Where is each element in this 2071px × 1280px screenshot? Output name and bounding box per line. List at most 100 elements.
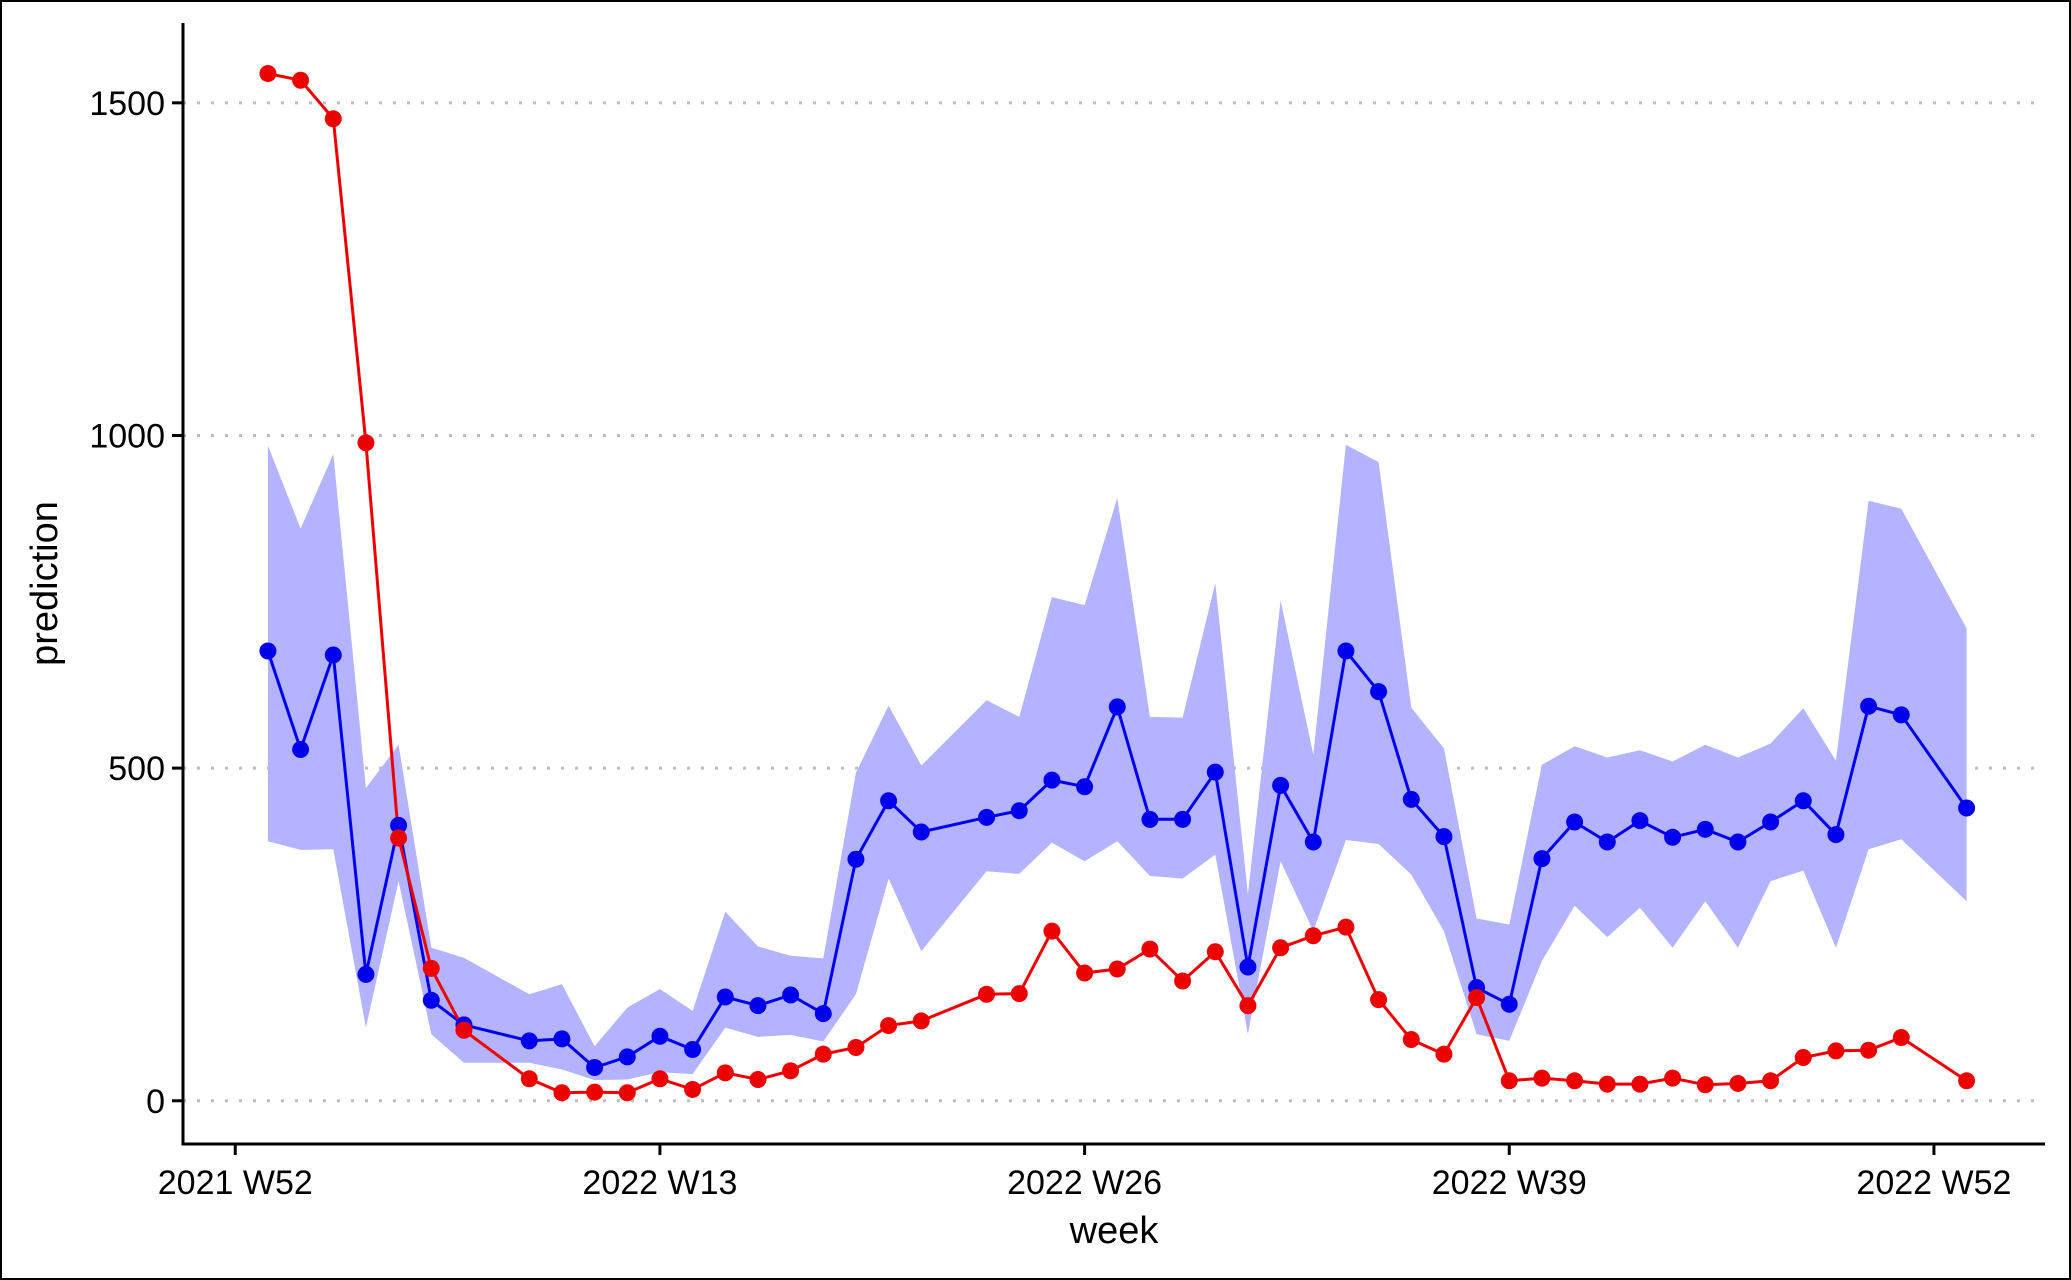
data-point xyxy=(1664,1069,1682,1087)
data-point xyxy=(520,1070,538,1088)
axes xyxy=(181,23,2045,1146)
data-point xyxy=(422,991,440,1009)
data-point xyxy=(1500,1072,1518,1090)
x-tick-label: 2021 W52 xyxy=(158,1164,313,1202)
data-point xyxy=(651,1027,669,1045)
data-point xyxy=(814,1005,832,1023)
data-point xyxy=(1076,778,1094,796)
data-point xyxy=(716,1064,734,1082)
data-point xyxy=(1827,1042,1845,1060)
confidence-band xyxy=(267,444,1967,1081)
data-point xyxy=(1468,989,1486,1007)
data-point xyxy=(1598,1075,1616,1093)
data-point xyxy=(553,1030,571,1048)
data-point xyxy=(292,740,310,758)
data-point xyxy=(1076,964,1094,982)
data-point xyxy=(1762,1072,1780,1090)
data-point xyxy=(1631,812,1649,830)
data-point xyxy=(1402,1031,1420,1049)
x-tick-label: 2022 W13 xyxy=(582,1164,737,1202)
y-axis-title: prediction xyxy=(24,501,66,666)
data-point xyxy=(1598,833,1616,851)
data-point xyxy=(1696,820,1714,838)
data-point xyxy=(1860,1041,1878,1059)
series-points xyxy=(259,65,1976,1102)
data-point xyxy=(1370,991,1388,1009)
data-point xyxy=(1860,697,1878,715)
data-point xyxy=(1043,922,1061,940)
data-point xyxy=(390,816,408,834)
data-point xyxy=(324,646,342,664)
data-point xyxy=(1010,802,1028,820)
data-point xyxy=(651,1070,669,1088)
data-point xyxy=(880,792,898,810)
data-point xyxy=(586,1083,604,1101)
data-point xyxy=(1010,985,1028,1003)
data-point xyxy=(814,1045,832,1063)
data-point xyxy=(782,986,800,1004)
data-point xyxy=(1272,939,1290,957)
data-point xyxy=(847,1039,865,1057)
data-point xyxy=(324,110,342,128)
data-point xyxy=(1435,828,1453,846)
data-point xyxy=(684,1041,702,1059)
data-point xyxy=(553,1084,571,1102)
data-point xyxy=(1958,799,1976,817)
data-point xyxy=(1174,972,1192,990)
data-point xyxy=(1566,1072,1584,1090)
data-point xyxy=(618,1048,636,1066)
data-point xyxy=(1337,918,1355,936)
data-point xyxy=(978,808,996,826)
data-point xyxy=(1239,997,1257,1015)
data-point xyxy=(1762,813,1780,831)
ticks: 0 500 1000 1500 2021 W52 2022 W13 2022 W26 2022… xyxy=(89,85,2011,1202)
data-point xyxy=(1435,1045,1453,1063)
data-point xyxy=(1108,960,1126,978)
data-point xyxy=(1892,706,1910,724)
data-point xyxy=(1370,683,1388,701)
data-point xyxy=(1304,833,1322,851)
data-point xyxy=(586,1058,604,1076)
data-point xyxy=(357,434,375,452)
data-point xyxy=(1729,1074,1747,1092)
y-tick-label: 500 xyxy=(108,750,165,788)
gridlines xyxy=(183,101,2045,1103)
data-point xyxy=(1827,826,1845,844)
data-point xyxy=(1794,1049,1812,1067)
x-tick-label: 2022 W39 xyxy=(1432,1164,1587,1202)
data-point xyxy=(618,1084,636,1102)
x-tick-label: 2022 W26 xyxy=(1007,1164,1162,1202)
data-point xyxy=(1108,698,1126,716)
data-point xyxy=(1958,1072,1976,1090)
data-point xyxy=(1206,763,1224,781)
data-point xyxy=(520,1032,538,1050)
data-point xyxy=(1043,771,1061,789)
data-point xyxy=(912,823,930,841)
data-point xyxy=(1533,850,1551,868)
y-tick-label: 0 xyxy=(146,1083,165,1121)
data-point xyxy=(1337,642,1355,660)
data-point xyxy=(1892,1029,1910,1047)
data-point xyxy=(292,71,310,89)
data-point xyxy=(684,1080,702,1098)
data-point xyxy=(1664,828,1682,846)
data-point xyxy=(259,642,277,660)
data-point xyxy=(1566,813,1584,831)
data-point xyxy=(1141,940,1159,958)
data-point xyxy=(1206,943,1224,961)
data-point xyxy=(1304,927,1322,945)
data-point xyxy=(357,965,375,983)
data-point xyxy=(390,829,408,847)
data-point xyxy=(455,1021,473,1039)
data-point xyxy=(1533,1069,1551,1087)
data-point xyxy=(259,65,277,83)
data-point xyxy=(716,988,734,1006)
data-point xyxy=(1696,1076,1714,1094)
data-point xyxy=(1174,810,1192,828)
data-point xyxy=(782,1062,800,1080)
data-point xyxy=(912,1012,930,1030)
data-point xyxy=(1402,790,1420,808)
data-point xyxy=(1239,958,1257,976)
data-point xyxy=(749,997,767,1015)
